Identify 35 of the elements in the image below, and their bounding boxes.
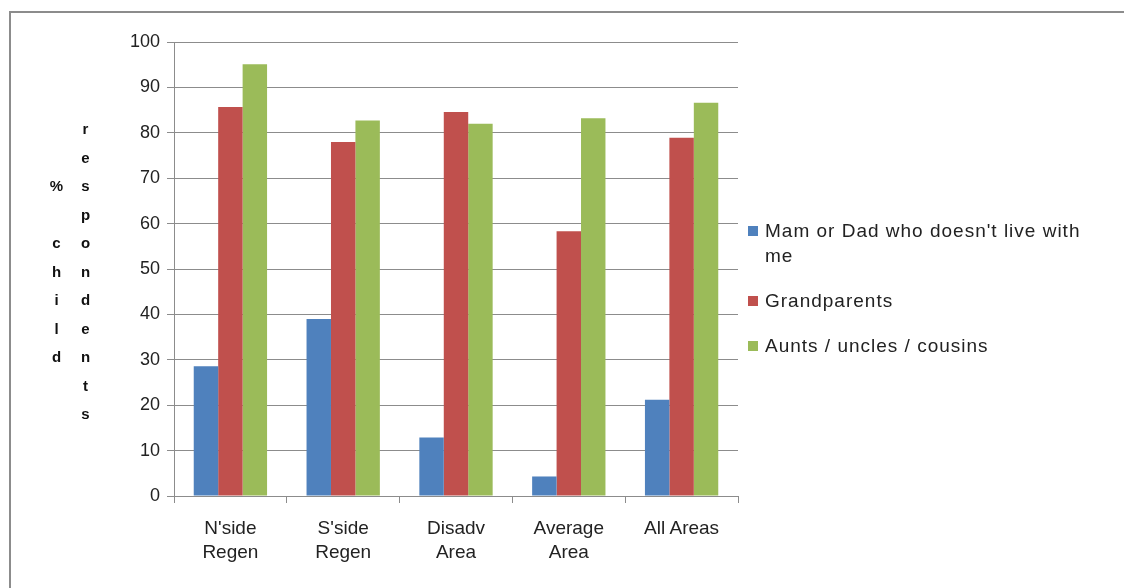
y-tick-label: 30 bbox=[139, 348, 160, 369]
bar bbox=[644, 399, 670, 496]
y-tick-label: 10 bbox=[139, 439, 160, 460]
bar bbox=[218, 106, 243, 496]
x-tick-label: S'side Regen bbox=[315, 517, 372, 562]
bar bbox=[330, 141, 356, 496]
bar bbox=[581, 118, 606, 496]
bar bbox=[306, 318, 331, 496]
y-tick-label: 100 bbox=[129, 30, 160, 51]
y-tick-label: 40 bbox=[139, 303, 160, 324]
legend-label: Mam or Dad who doesn't live with me bbox=[765, 219, 1082, 268]
bar bbox=[193, 366, 219, 496]
y-tick-label: 90 bbox=[139, 76, 160, 97]
y-tick-label: 0 bbox=[149, 484, 160, 505]
bar bbox=[468, 123, 493, 496]
legend-label: Aunts / uncles / cousins bbox=[765, 334, 989, 358]
y-tick-label: 60 bbox=[139, 212, 160, 233]
legend-label: Grandparents bbox=[765, 289, 894, 313]
bar bbox=[556, 231, 582, 496]
x-tick-label: All Areas bbox=[644, 517, 720, 539]
bar bbox=[532, 476, 557, 496]
y-tick-label: 70 bbox=[139, 167, 160, 188]
x-tick-label: N'side Regen bbox=[202, 517, 259, 562]
bar bbox=[419, 437, 444, 496]
bar bbox=[693, 102, 719, 496]
bar bbox=[242, 64, 268, 496]
bar bbox=[443, 111, 469, 496]
x-tick-label: Average Area bbox=[533, 517, 605, 562]
y-tick-label: 50 bbox=[139, 257, 160, 278]
bar bbox=[355, 120, 380, 496]
y-axis-title: % child respondents bbox=[47, 119, 95, 436]
y-tick-label: 20 bbox=[139, 394, 160, 415]
y-tick-label: 80 bbox=[139, 121, 160, 142]
bar bbox=[669, 137, 694, 496]
x-tick-label: Disadv Area bbox=[426, 517, 486, 562]
